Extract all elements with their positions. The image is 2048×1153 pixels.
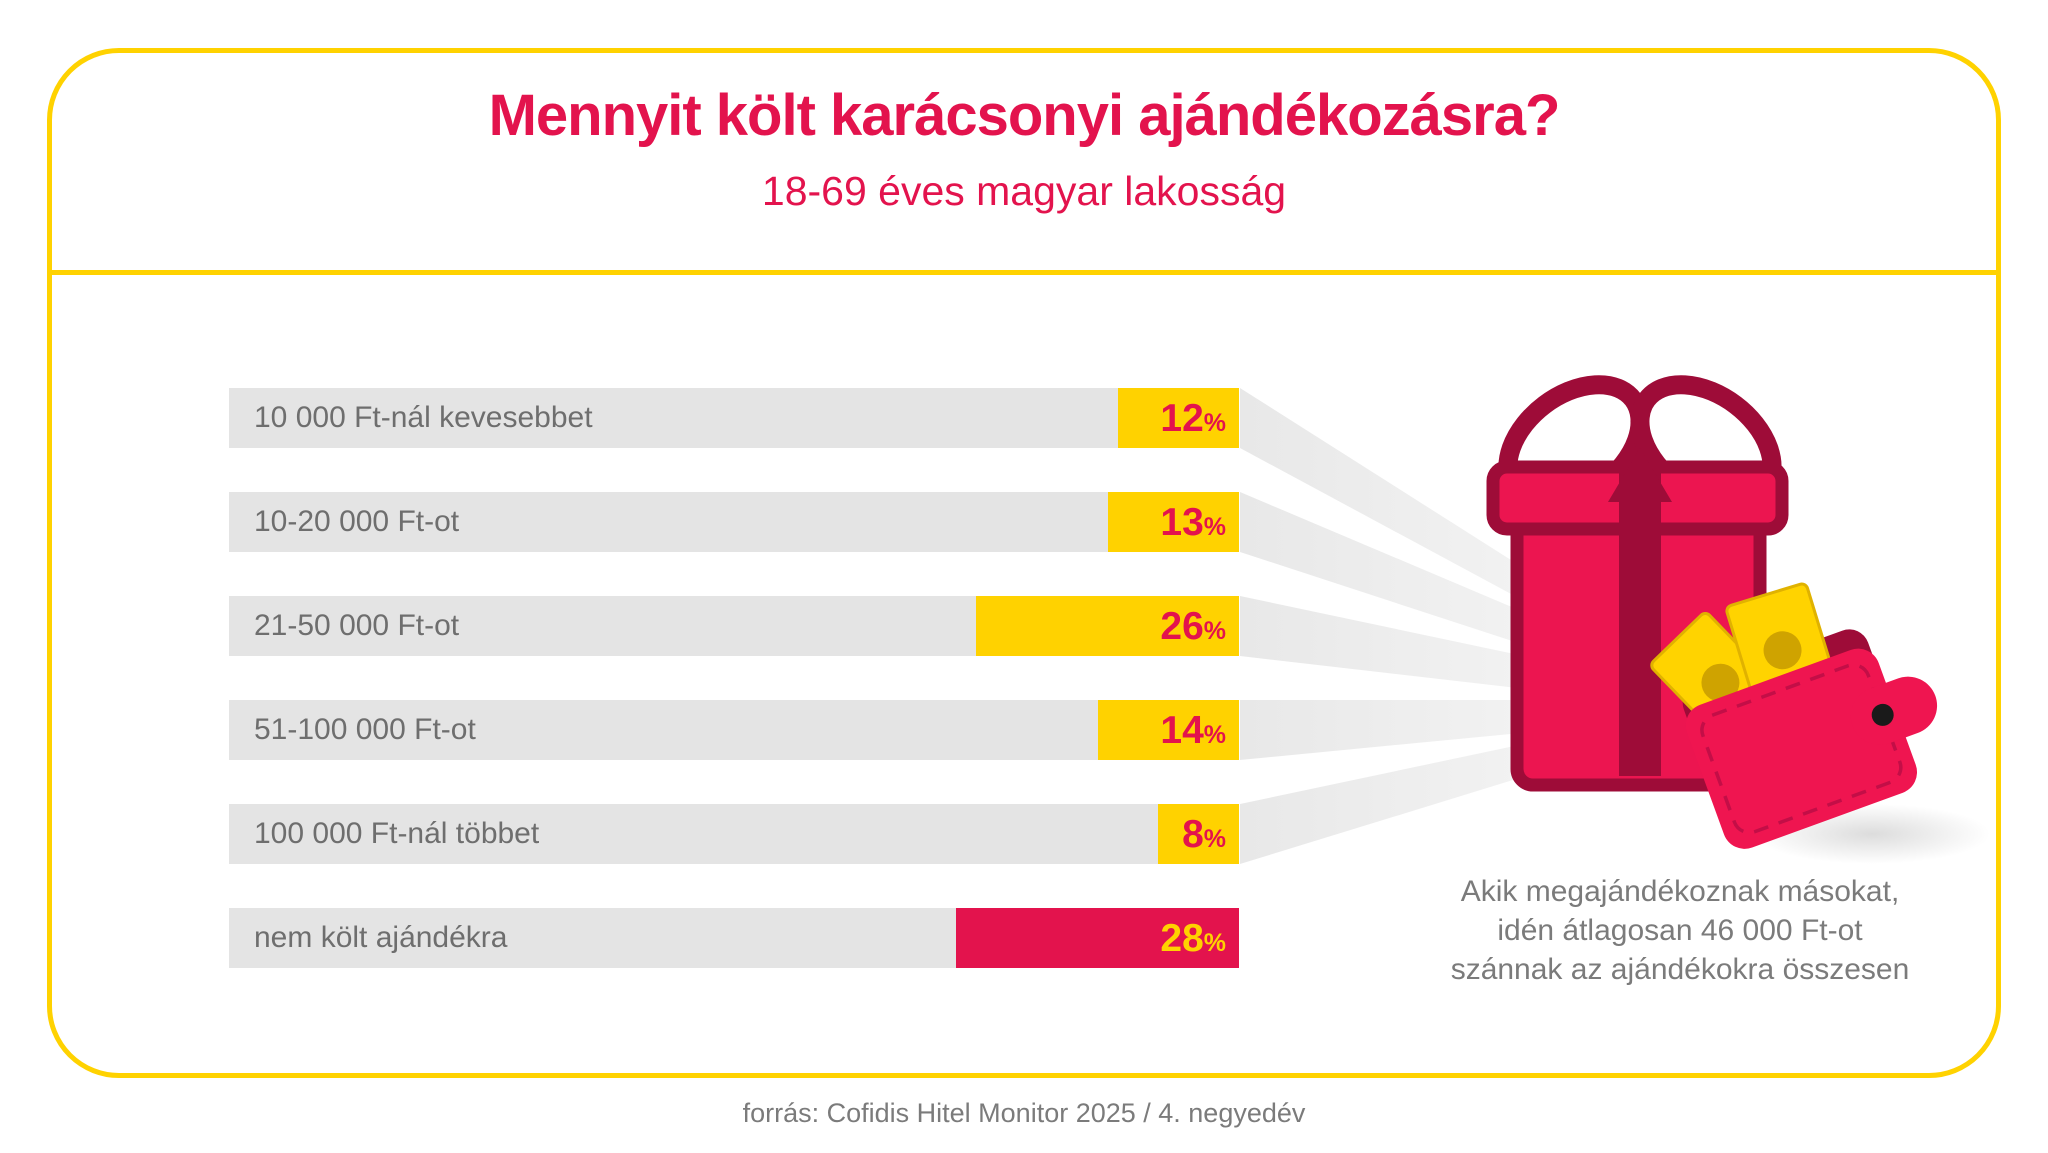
bar-category-label: 10 000 Ft-nál kevesebbet [254, 401, 593, 434]
bar-value-label: 28% [1160, 916, 1226, 960]
bar-category-label: 100 000 Ft-nál többet [254, 817, 540, 850]
caption-line: szánnak az ajándékokra összesen [1450, 953, 1910, 986]
percent-sign: % [1203, 616, 1226, 645]
bar-value-label: 26% [1160, 604, 1226, 648]
page-frame-border [47, 48, 2001, 1078]
header-divider [49, 270, 1999, 275]
rays-decoration [1240, 388, 1552, 864]
bar-value-label: 14% [1160, 708, 1226, 752]
bar-value-fill: 28% [956, 908, 1239, 968]
page-subtitle: 18-69 éves magyar lakosság [761, 168, 1287, 214]
bar-value-fill: 14% [1097, 700, 1239, 760]
bar-row: 14% 51-100 000 Ft-ot [229, 700, 1239, 760]
wallet-icon [1650, 582, 1938, 849]
source-footer: forrás: Cofidis Hitel Monitor 2025 / 4. … [742, 1098, 1306, 1128]
percent-sign: % [1203, 512, 1226, 541]
caption-line: Akik megajándékoznak másokat, [1460, 875, 1900, 908]
percent-sign: % [1203, 928, 1226, 957]
bow-knot [1608, 448, 1672, 502]
percent-sign: % [1203, 824, 1226, 853]
page-title: Mennyit költ karácsonyi ajándékozásra? [488, 83, 1561, 148]
gift-ribbon [1619, 470, 1661, 776]
percent-sign: % [1203, 408, 1226, 437]
bar-value-fill: 12% [1117, 388, 1239, 448]
bar-category-label: 10-20 000 Ft-ot [254, 505, 460, 538]
gift-wallet-illustration [1240, 375, 1990, 864]
bar-row: 13% 10-20 000 Ft-ot [229, 492, 1239, 552]
bar-value-label: 12% [1160, 396, 1226, 440]
bar-value-label: 13% [1160, 500, 1226, 544]
percent-sign: % [1203, 720, 1226, 749]
bar-category-label: nem költ ajándékra [254, 921, 508, 954]
bar-value-label: 8% [1182, 812, 1226, 856]
wallet-snap [1871, 703, 1894, 726]
bar-row: 12% 10 000 Ft-nál kevesebbet [229, 388, 1239, 448]
bar-value-fill: 13% [1107, 492, 1239, 552]
caption-line: idén átlagosan 46 000 Ft-ot [1497, 914, 1863, 947]
bar-category-label: 51-100 000 Ft-ot [254, 713, 476, 746]
bar-value-fill: 8% [1158, 804, 1239, 864]
bar-category-label: 21-50 000 Ft-ot [254, 609, 460, 642]
wallet-strap [1850, 676, 1938, 745]
bar-row: 28% nem költ ajándékra [229, 908, 1239, 968]
bar-row: 26% 21-50 000 Ft-ot [229, 596, 1239, 656]
average-spend-caption: Akik megajándékoznak másokat, idén átlag… [1420, 872, 1940, 989]
bar-row: 8% 100 000 Ft-nál többet [229, 804, 1239, 864]
bar-chart: 12% 10 000 Ft-nál kevesebbet 13% 10-20 0… [229, 388, 1239, 1012]
bar-value-fill: 26% [976, 596, 1239, 656]
